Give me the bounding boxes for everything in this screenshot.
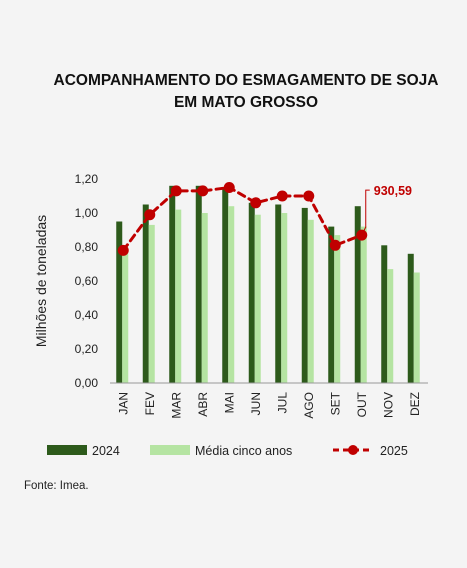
bar-2024 [195, 185, 202, 383]
bar-media [148, 224, 155, 383]
legend-point-2025 [348, 445, 358, 455]
annotation-label: 930,59 [374, 184, 412, 198]
legend-swatch-media [150, 445, 190, 455]
y-tick-label: 0,40 [75, 308, 99, 322]
bar-2024 [169, 185, 176, 383]
y-tick-label: 1,00 [75, 206, 99, 220]
bar-media [360, 226, 367, 383]
point-2025 [144, 209, 156, 221]
source-note: Fonte: Imea. [24, 480, 89, 492]
bar-2024 [381, 245, 388, 383]
x-tick-label: FEV [143, 392, 157, 415]
bar-2024 [116, 221, 123, 383]
bar-2024 [301, 207, 308, 383]
point-2025 [117, 244, 129, 256]
bar-2024 [275, 204, 282, 383]
y-tick-label: 0,60 [75, 274, 99, 288]
bar-media [254, 214, 261, 383]
bar-media [307, 219, 314, 383]
bar-2024 [142, 204, 149, 383]
line-2025 [121, 185, 364, 252]
x-tick-label: JAN [116, 392, 130, 415]
legend-label-2024: 2024 [92, 444, 120, 458]
bar-2024 [328, 226, 335, 383]
bar-2024 [248, 202, 255, 383]
x-tick-label: ABR [196, 392, 210, 417]
legend-label-2025: 2025 [380, 444, 408, 458]
bar-media [228, 206, 235, 383]
point-2025 [223, 182, 235, 193]
y-tick-label: 0,80 [75, 240, 99, 254]
bar-media [387, 269, 394, 383]
legend-label-media: Média cinco anos [195, 444, 292, 458]
x-tick-label: MAI [222, 392, 236, 413]
x-tick-label: OUT [355, 391, 369, 417]
bar-media [175, 209, 182, 383]
x-tick-label: DEZ [408, 392, 422, 416]
annotation-leader [361, 189, 370, 236]
x-tick-label: AGO [302, 392, 316, 419]
point-2025 [250, 197, 262, 209]
point-2025 [170, 185, 182, 197]
x-tick-label: JUL [275, 392, 289, 414]
bar-media [413, 272, 420, 383]
bar-media [122, 247, 129, 383]
x-tick-label: NOV [381, 392, 395, 418]
y-tick-label: 1,20 [75, 172, 99, 186]
y-axis-label: Milhões de toneladas [33, 215, 49, 347]
legend-swatch-2024 [47, 445, 87, 455]
point-2025 [197, 185, 209, 197]
point-2025 [329, 239, 341, 251]
y-tick-label: 0,20 [75, 342, 99, 356]
point-2025 [276, 190, 288, 202]
x-tick-label: JUN [249, 392, 263, 415]
x-tick-label: MAR [169, 392, 183, 419]
bar-2024 [407, 253, 414, 383]
y-tick-label: 0,00 [75, 376, 99, 390]
bar-media [201, 213, 208, 383]
bar-media [334, 235, 341, 383]
chart-title: ACOMPANHAMENTO DO ESMAGAMENTO DE SOJA EM… [53, 72, 439, 111]
bar-2024 [222, 187, 229, 383]
x-tick-label: SET [328, 391, 342, 415]
bar-media [281, 213, 288, 383]
point-2025 [303, 190, 315, 202]
bar-2024 [354, 206, 361, 383]
